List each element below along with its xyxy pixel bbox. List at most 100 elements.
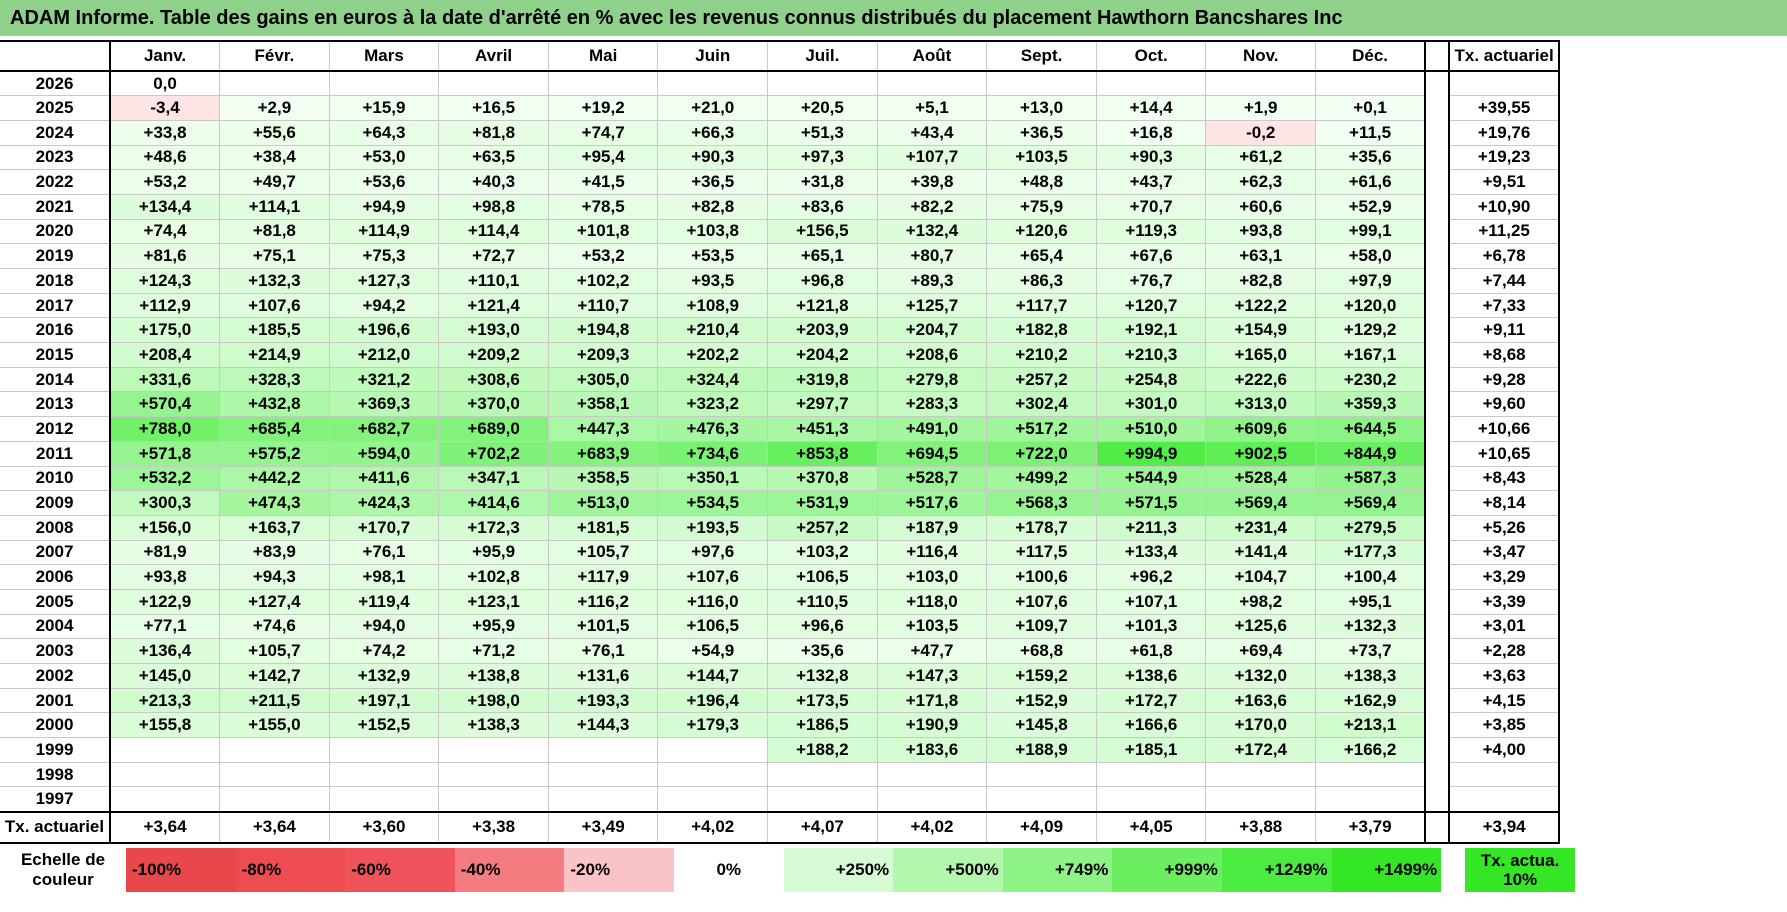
- gain-cell: +120,0: [1315, 292, 1427, 319]
- gain-cell: +145,8: [986, 712, 1097, 739]
- gain-cell: +101,5: [547, 613, 659, 640]
- gain-cell: [657, 786, 769, 813]
- gain-cell: +131,6: [547, 663, 659, 689]
- column-gap: [1424, 490, 1451, 516]
- gain-cell: [328, 70, 440, 97]
- year-label: 2000: [0, 712, 111, 739]
- annual-rate-cell: +6,78: [1448, 243, 1561, 269]
- gain-cell: [986, 761, 1097, 788]
- year-label: 2008: [0, 514, 111, 541]
- year-row: 2007 +81,9 +83,9 +76,1 +95,9 +105,7 +97,6 +103,…: [0, 539, 1561, 566]
- column-gap: [1424, 367, 1451, 392]
- gain-cell: +575,2: [219, 440, 330, 467]
- gain-cell: +75,9: [986, 193, 1097, 220]
- gain-cell: [438, 761, 549, 788]
- gain-cell: +95,9: [438, 613, 549, 640]
- gain-cell: +101,8: [547, 218, 659, 245]
- gain-cell: +19,2: [547, 95, 659, 121]
- gain-cell: -0,2: [1205, 119, 1317, 146]
- gain-cell: +65,4: [986, 243, 1097, 269]
- gain-cell: +1,9: [1205, 95, 1317, 121]
- gain-cell: +187,9: [876, 514, 988, 541]
- gain-cell: +321,2: [328, 366, 440, 393]
- legend-swatch: -100%: [126, 848, 236, 892]
- gain-cell: +569,4: [1315, 490, 1427, 516]
- gain-cell: +36,5: [986, 119, 1097, 146]
- gain-cell: +98,2: [1205, 588, 1317, 615]
- gain-cell: +644,5: [1315, 416, 1427, 442]
- gain-cell: +74,7: [547, 119, 659, 146]
- gain-cell: +166,6: [1095, 712, 1207, 739]
- monthly-rate-cell: +4,02: [657, 810, 769, 844]
- gain-cell: +51,3: [767, 119, 878, 146]
- gain-cell: [109, 761, 221, 788]
- gain-cell: +212,0: [328, 342, 440, 368]
- year-label: 2023: [0, 144, 111, 171]
- gain-cell: +513,0: [547, 490, 659, 516]
- year-label: 2009: [0, 490, 111, 516]
- annual-rate-cell: +3,47: [1448, 539, 1561, 566]
- gain-cell: +323,2: [657, 391, 769, 418]
- gain-cell: +83,6: [767, 193, 878, 220]
- gain-cell: +166,2: [1315, 737, 1427, 763]
- gain-cell: +141,4: [1205, 539, 1317, 566]
- gain-cell: +64,3: [328, 119, 440, 146]
- gain-cell: [547, 786, 659, 813]
- gain-cell: +328,3: [219, 366, 330, 393]
- annual-rate-cell: +39,55: [1448, 95, 1561, 121]
- gain-cell: +474,3: [219, 490, 330, 516]
- gain-cell: [438, 786, 549, 813]
- gain-cell: +89,3: [876, 268, 988, 294]
- gain-cell: [328, 737, 440, 763]
- legend-swatch: +1249%: [1221, 848, 1332, 892]
- gain-cell: +324,4: [657, 366, 769, 393]
- gain-cell: +75,1: [219, 243, 330, 269]
- column-gap: [1424, 293, 1451, 318]
- gain-cell: +528,4: [1205, 465, 1317, 492]
- year-label: 2004: [0, 613, 111, 640]
- annual-rate-cell: +2,28: [1448, 638, 1561, 664]
- gain-cell: +82,8: [1205, 268, 1317, 294]
- gain-cell: +81,8: [219, 218, 330, 245]
- gain-cell: +33,8: [109, 119, 221, 146]
- monthly-rate-cell: +4,09: [986, 810, 1097, 844]
- gain-cell: +116,4: [876, 539, 988, 566]
- gain-cell: [547, 761, 659, 788]
- gain-cell: +144,7: [657, 663, 769, 689]
- gain-cell: +451,3: [767, 416, 878, 442]
- year-label: 2016: [0, 317, 111, 344]
- gain-cell: +97,3: [767, 144, 878, 171]
- gain-cell: +198,0: [438, 687, 549, 714]
- year-label: 2025: [0, 95, 111, 121]
- gain-cell: +491,0: [876, 416, 988, 442]
- gain-cell: +172,4: [1205, 737, 1317, 763]
- actuarial-swatch: Tx. actua. 10%: [1465, 848, 1576, 892]
- annual-rate-cell: +19,76: [1448, 119, 1561, 146]
- gain-cell: +359,3: [1315, 391, 1427, 418]
- gain-cell: +305,0: [547, 366, 659, 393]
- gain-cell: +186,5: [767, 712, 878, 739]
- gain-cell: +114,9: [328, 218, 440, 245]
- gain-cell: +214,9: [219, 342, 330, 368]
- gain-cell: +254,8: [1095, 366, 1207, 393]
- gain-cell: +119,3: [1095, 218, 1207, 245]
- annual-rate-cell: +3,63: [1448, 663, 1561, 689]
- monthly-rate-cell: +4,02: [876, 810, 988, 844]
- year-label: 2019: [0, 243, 111, 269]
- column-gap: [1424, 145, 1451, 170]
- gain-cell: [109, 737, 221, 763]
- gain-cell: +97,9: [1315, 268, 1427, 294]
- year-label: 2014: [0, 366, 111, 393]
- gain-cell: +0,1: [1315, 95, 1427, 121]
- gain-cell: +105,7: [547, 539, 659, 566]
- gain-cell: +185,5: [219, 317, 330, 344]
- gain-cell: +127,3: [328, 268, 440, 294]
- gain-cell: +83,9: [219, 539, 330, 566]
- gain-cell: +528,7: [876, 465, 988, 492]
- year-label: 2017: [0, 292, 111, 319]
- year-row: 2021 +134,4 +114,1 +94,9 +98,8 +78,5 +82,8 +83,…: [0, 193, 1561, 220]
- column-gap: [1424, 342, 1451, 368]
- gain-cell: +609,6: [1205, 416, 1317, 442]
- column-gap: [1424, 71, 1451, 96]
- gain-cell: +138,3: [1315, 663, 1427, 689]
